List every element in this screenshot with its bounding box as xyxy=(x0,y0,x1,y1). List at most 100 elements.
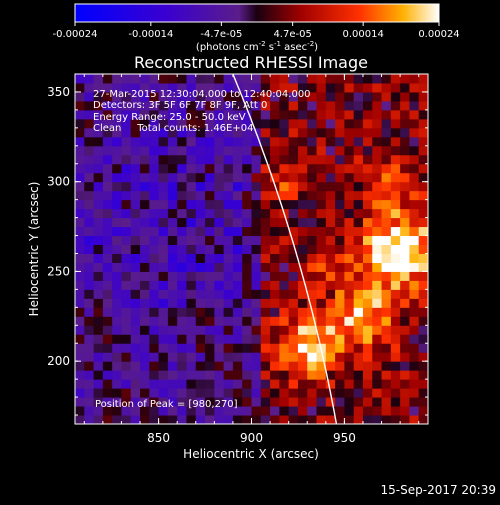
heatmap-cell xyxy=(335,406,345,416)
heatmap-cell xyxy=(214,127,225,138)
heatmap-cell xyxy=(335,136,345,147)
heatmap-cell xyxy=(390,181,401,192)
heatmap-cell xyxy=(353,82,364,93)
heatmap-cell xyxy=(297,127,308,138)
heatmap-cell xyxy=(205,352,215,362)
heatmap-cell xyxy=(223,289,234,299)
heatmap-cell xyxy=(84,74,95,84)
heatmap-cell xyxy=(232,334,243,344)
heatmap-cell xyxy=(205,316,215,326)
heatmap-cell xyxy=(186,379,197,389)
heatmap-cell xyxy=(223,136,234,147)
solar-limb-curve xyxy=(232,74,338,424)
heatmap-cell xyxy=(177,235,187,246)
heatmap-cell xyxy=(325,343,336,353)
heatmap-cell xyxy=(177,163,187,174)
heatmap-cell xyxy=(362,91,373,102)
heatmap-cell xyxy=(362,235,373,246)
heatmap-cell xyxy=(84,253,95,263)
heatmap-cell xyxy=(205,298,215,308)
heatmap-cell xyxy=(362,343,373,353)
heatmap-cell xyxy=(353,307,364,317)
heatmap-cell xyxy=(279,415,290,424)
heatmap-cell xyxy=(279,74,290,84)
heatmap-cell xyxy=(270,208,280,219)
heatmap-cell xyxy=(102,289,113,299)
heatmap-cell xyxy=(400,406,410,416)
heatmap-cell xyxy=(297,190,308,201)
heatmap-cell xyxy=(242,334,252,344)
heatmap-cell xyxy=(390,262,401,272)
heatmap-cell xyxy=(335,289,345,299)
heatmap-cell xyxy=(167,343,178,353)
heatmap-cell xyxy=(353,109,364,120)
heatmap-cell xyxy=(158,136,169,147)
heatmap-cell xyxy=(232,406,243,416)
heatmap-cell xyxy=(316,127,327,138)
heatmap-cell xyxy=(279,145,290,156)
heatmap-cell xyxy=(325,415,336,424)
heatmap-cell xyxy=(177,118,187,129)
heatmap-cell xyxy=(195,208,206,219)
heatmap-cell xyxy=(353,316,364,326)
heatmap-cell xyxy=(140,370,150,380)
heatmap-cell xyxy=(167,181,178,192)
heatmap-cell xyxy=(297,244,308,254)
heatmap-cell xyxy=(121,316,132,326)
heatmap-cell xyxy=(335,325,345,335)
heatmap-cell xyxy=(195,127,206,138)
heatmap-cell xyxy=(93,145,104,156)
heatmap-cell xyxy=(353,235,364,246)
heatmap-cell xyxy=(270,217,280,228)
heatmap-cell xyxy=(186,235,197,246)
heatmap-cell xyxy=(325,136,336,147)
heatmap-cell xyxy=(335,163,345,174)
heatmap-cell xyxy=(149,334,160,344)
heatmap-cell xyxy=(316,244,327,254)
heatmap-cell xyxy=(75,370,85,380)
heatmap-cell xyxy=(400,181,410,192)
heatmap-cell xyxy=(270,199,280,210)
heatmap-cell xyxy=(75,190,85,201)
heatmap-cell xyxy=(242,343,252,353)
heatmap-cell xyxy=(84,181,95,192)
heatmap-cell xyxy=(130,316,141,326)
heatmap-cell xyxy=(130,181,141,192)
heatmap-cell xyxy=(149,172,160,183)
heatmap-cell xyxy=(297,145,308,156)
heatmap-cell xyxy=(335,298,345,308)
heatmap-cell xyxy=(307,289,318,299)
heatmap-cell xyxy=(390,307,401,317)
heatmap-cell xyxy=(149,253,160,263)
heatmap-cell xyxy=(140,190,150,201)
heatmap-cell xyxy=(186,172,197,183)
heatmap-cell xyxy=(232,109,243,120)
heatmap-cell xyxy=(242,199,252,210)
heatmap-cell xyxy=(149,388,160,398)
heatmap-cell xyxy=(344,154,355,165)
heatmap-cell xyxy=(260,262,271,272)
heatmap-cell xyxy=(297,406,308,416)
heatmap-cell xyxy=(130,199,141,210)
heatmap-cell xyxy=(353,406,364,416)
heatmap-cell xyxy=(390,118,401,129)
heatmap-cell xyxy=(158,145,169,156)
heatmap-cell xyxy=(353,325,364,335)
heatmap-cell xyxy=(130,127,141,138)
heatmap-cell xyxy=(102,271,113,281)
heatmap-cell xyxy=(205,181,215,192)
heatmap-cell xyxy=(195,235,206,246)
heatmap-cell xyxy=(232,208,243,219)
heatmap-cell xyxy=(288,289,299,299)
heatmap-cell xyxy=(260,82,271,93)
heatmap-cell xyxy=(195,298,206,308)
heatmap-cell xyxy=(177,262,187,272)
heatmap-cell xyxy=(335,397,345,407)
heatmap-cell xyxy=(112,74,122,84)
heatmap-cell xyxy=(167,280,178,290)
heatmap-cell xyxy=(344,82,355,93)
heatmap-cell xyxy=(288,226,299,237)
heatmap-cell xyxy=(307,127,318,138)
heatmap-cell xyxy=(177,316,187,326)
heatmap-cell xyxy=(195,109,206,120)
